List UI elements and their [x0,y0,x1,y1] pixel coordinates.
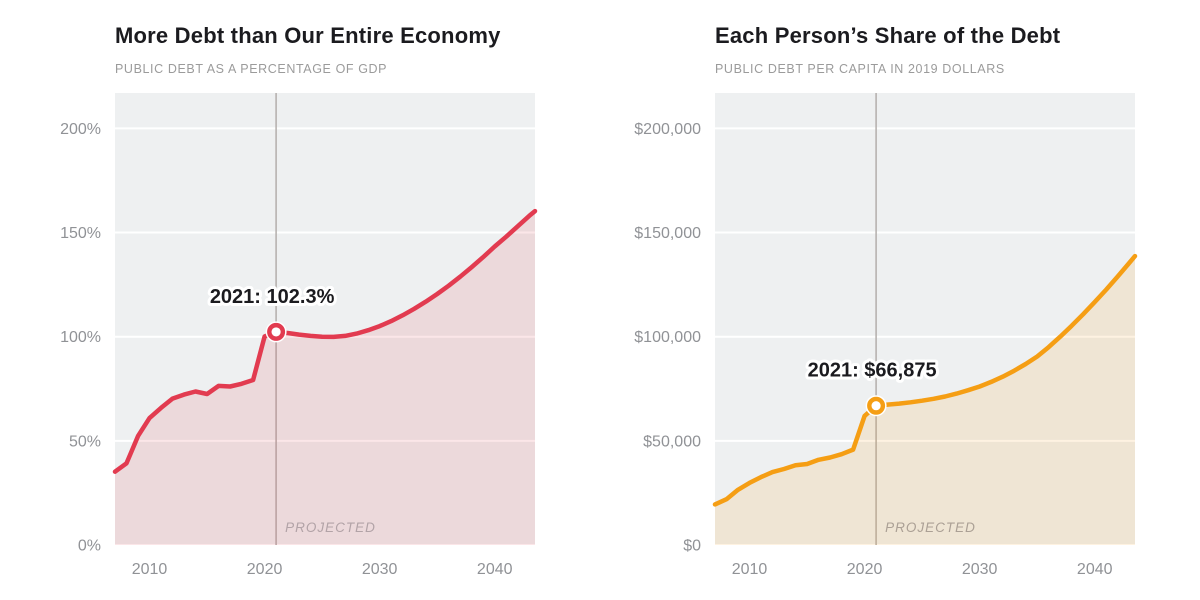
y-tick-label: 50% [69,433,101,450]
debt-per-capita-chart: Each Person’s Share of the Debt PUBLIC D… [600,0,1200,600]
x-tick-label: 2020 [847,561,883,578]
data-point-marker [267,322,286,341]
y-tick-label: $100,000 [634,329,701,346]
annotation-text: 2021: 102.3% [210,286,335,308]
x-tick-label: 2040 [477,561,513,578]
debt-gdp-chart: More Debt than Our Entire Economy PUBLIC… [60,23,538,578]
y-tick-label: 100% [60,329,101,346]
y-tick-label: 150% [60,225,101,242]
plot-background [115,93,535,545]
annotation-text: 2021: $66,875 [808,360,937,382]
x-tick-label: 2040 [1077,561,1113,578]
y-tick-label: $50,000 [643,433,701,450]
y-tick-label: $150,000 [634,225,701,242]
data-point-marker [867,396,886,415]
x-tick-label: 2020 [247,561,283,578]
y-tick-label: 0% [78,538,101,555]
chart-title: More Debt than Our Entire Economy [115,23,501,48]
y-tick-label: $200,000 [634,121,701,138]
chart-title: Each Person’s Share of the Debt [715,23,1061,48]
x-tick-label: 2010 [732,561,768,578]
debt-gdp-plot: 0% 50% 100% 150% 200% 2010 2020 2030 2040 PROJECT… [60,93,538,578]
y-tick-label: 200% [60,121,101,138]
x-tick-label: 2010 [132,561,168,578]
data-line [112,208,538,474]
projected-label: PROJECTED [285,520,376,535]
y-tick-label: $0 [683,538,701,555]
debt-per-capita-plot: $0 $50,000 $100,000 $150,000 $200,000 2010 202… [634,93,1138,578]
chart-subtitle: PUBLIC DEBT AS A PERCENTAGE OF GDP [115,62,388,76]
x-tick-label: 2030 [362,561,398,578]
projected-label: PROJECTED [885,520,976,535]
chart-subtitle: PUBLIC DEBT PER CAPITA IN 2019 DOLLARS [715,62,1005,76]
x-tick-label: 2030 [962,561,998,578]
data-line [712,253,1138,507]
area-fill [115,211,535,545]
